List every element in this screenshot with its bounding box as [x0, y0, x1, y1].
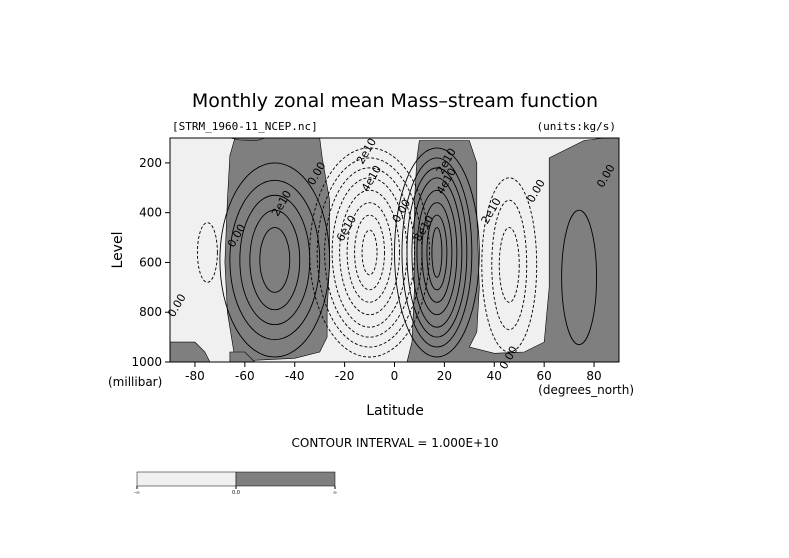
- contour-south-positive: [259, 227, 291, 293]
- colorbar-label-max: ∞: [333, 490, 337, 496]
- x-tick-label: -60: [235, 369, 255, 383]
- shade-south-cell: [224, 137, 330, 362]
- contour-tropical-negative: [309, 147, 430, 358]
- contour-south-polar-negative: [196, 222, 218, 283]
- y-tick-label: 800: [139, 305, 162, 319]
- contour-tropical-positive: [426, 214, 448, 291]
- contour-north-polar-positive: [561, 209, 597, 346]
- y-axis-units: (millibar): [108, 375, 162, 389]
- contour-tropical-positive: [421, 202, 453, 303]
- contour-tropical-negative: [361, 229, 378, 276]
- colorbar-label-zero: 0.0: [232, 490, 240, 496]
- contour-south-positive: [219, 162, 331, 358]
- y-tick-label: 400: [139, 206, 162, 220]
- contour-north-negative: [481, 177, 538, 353]
- plot-area: 2e100.000.000.002e104e106e100.002e104e10…: [165, 136, 620, 372]
- file-label: [STRM_1960-11_NCEP.nc]: [172, 120, 318, 133]
- y-tick-label: 600: [139, 255, 162, 269]
- x-tick-label: 40: [487, 369, 502, 383]
- y-axis-label: Level: [110, 232, 126, 269]
- contour-tropical-positive: [406, 167, 468, 338]
- x-axis-units: (degrees_north): [538, 383, 634, 397]
- contour-tropical-positive: [411, 177, 463, 328]
- x-tick-label: 20: [437, 369, 452, 383]
- colorbar: -∞ 0.0 ∞: [134, 471, 337, 496]
- x-tick-label: 0: [391, 369, 399, 383]
- contour-tropical-negative: [339, 189, 400, 316]
- x-axis-label: Latitude: [366, 403, 424, 419]
- contour-tropical-negative: [324, 167, 415, 338]
- contour-tropical-negative: [354, 214, 385, 291]
- contour-tropical-negative: [346, 202, 393, 303]
- contour-south-positive: [229, 179, 321, 341]
- contour-tropical-positive: [394, 147, 480, 358]
- x-tick-label: -20: [335, 369, 355, 383]
- colorbar-label-min: -∞: [134, 490, 140, 496]
- chart-title: Monthly zonal mean Mass–stream function: [192, 90, 598, 112]
- y-tick-label: 1000: [131, 355, 162, 369]
- contour-tropical-positive: [431, 227, 443, 278]
- contour-north-negative: [491, 199, 528, 331]
- y-tick-label: 200: [139, 156, 162, 170]
- units-label: (units:kg/s): [537, 120, 616, 133]
- x-axis-ticks: -80 -60 -40 -20 0 20 40 60 80: [185, 362, 602, 383]
- contour-south-positive: [249, 209, 301, 311]
- y-axis-ticks: 200 400 600 800 1000: [131, 156, 170, 369]
- contour-lines: [196, 147, 597, 358]
- contour-tropical-positive: [401, 157, 473, 348]
- contour-north-negative: [498, 227, 520, 303]
- contour-tropical-positive: [416, 189, 458, 316]
- x-tick-label: 60: [537, 369, 552, 383]
- x-tick-label: 80: [586, 369, 601, 383]
- x-tick-label: -80: [185, 369, 205, 383]
- x-tick-label: -40: [285, 369, 305, 383]
- colorbar-negative: [136, 471, 237, 487]
- colorbar-positive: [235, 471, 336, 487]
- contour-interval-note: CONTOUR INTERVAL = 1.000E+10: [292, 436, 499, 450]
